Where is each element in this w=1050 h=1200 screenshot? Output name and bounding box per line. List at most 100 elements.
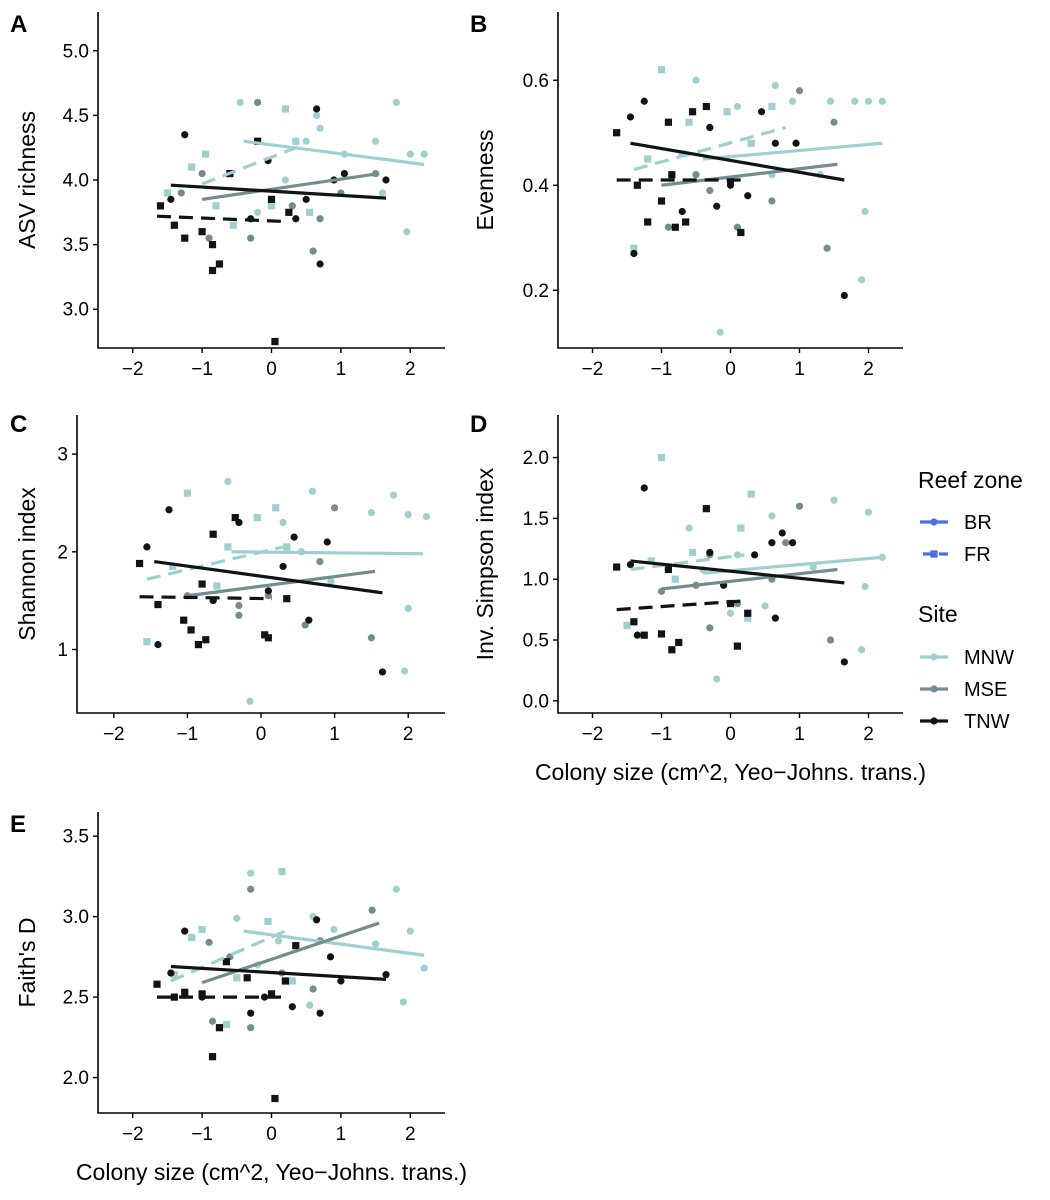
- data-point-mse-br: [367, 634, 375, 642]
- y-tick-label: 3.5: [63, 827, 89, 848]
- x-tick-label: 2: [405, 1124, 416, 1145]
- data-point-mnw-br: [861, 207, 869, 216]
- panel-letter: E: [10, 811, 26, 838]
- x-tick-label: 0: [266, 1124, 277, 1145]
- data-point-tnw-fr: [675, 638, 683, 647]
- data-point-tnw-br: [713, 202, 721, 210]
- fit-line-tnw-br: [154, 559, 383, 595]
- data-point-mse-br: [208, 1017, 217, 1025]
- data-point-mnw-br: [404, 604, 412, 613]
- data-point-mnw-br: [809, 563, 817, 571]
- x-tick-label: 0: [256, 724, 267, 745]
- data-point-mnw-fr: [143, 638, 151, 646]
- data-point-tnw-br: [771, 614, 779, 622]
- data-point-mnw-br: [313, 111, 321, 119]
- x-tick-label: 0: [266, 359, 277, 380]
- data-point-mse-br: [288, 202, 296, 210]
- fit-line-mnw-fr: [633, 125, 787, 172]
- data-point-mnw-br: [423, 513, 431, 521]
- data-point-mnw-br: [420, 964, 428, 972]
- data-point-mnw-fr: [188, 933, 196, 942]
- data-point-mnw-br: [224, 477, 232, 486]
- data-point-tnw-fr: [153, 980, 161, 988]
- data-point-tnw-br: [789, 539, 797, 547]
- data-point-mse-br: [205, 938, 213, 946]
- panel-letter: C: [10, 411, 27, 438]
- data-point-mnw-fr: [222, 1020, 230, 1029]
- panel-e: E 2.0 2.5 3.0 3.5 −2 −1 0 1 2 Faith's D Colony size…: [10, 811, 467, 1185]
- data-point-tnw-fr: [198, 990, 206, 998]
- data-point-mnw-fr: [183, 489, 191, 497]
- data-point-mnw-fr: [163, 189, 171, 197]
- data-point-mnw-fr: [213, 582, 221, 590]
- data-point-tnw-br: [143, 543, 151, 551]
- y-tick-label: 2.0: [63, 1068, 89, 1089]
- data-point-mnw-fr: [657, 66, 666, 74]
- data-point-mse-br: [795, 502, 804, 510]
- data-point-tnw-fr: [267, 195, 276, 203]
- data-point-tnw-fr: [702, 505, 710, 513]
- data-point-tnw-fr: [209, 530, 217, 538]
- data-point-tnw-fr: [261, 631, 269, 639]
- data-point-tnw-br: [316, 1009, 324, 1017]
- data-point-mnw-br: [858, 646, 866, 654]
- data-point-tnw-fr: [657, 197, 666, 205]
- data-point-mnw-fr: [688, 548, 697, 557]
- data-point-tnw-br: [678, 207, 686, 216]
- x-tick-label: −1: [191, 1124, 213, 1145]
- data-point-tnw-fr: [264, 634, 272, 642]
- x-tick-label: −1: [177, 724, 199, 745]
- data-point-tnw-br: [768, 539, 776, 547]
- data-point-mnw-br: [713, 675, 721, 683]
- data-point-tnw-br: [626, 561, 635, 569]
- fit-line-tnw-fr: [156, 214, 282, 223]
- data-point-mnw-br: [279, 518, 287, 527]
- data-point-mnw-fr: [253, 513, 261, 522]
- y-tick-label: 0.6: [523, 71, 549, 92]
- data-point-mnw-br: [733, 551, 742, 559]
- data-point-tnw-fr: [267, 990, 276, 998]
- data-point-mnw-br: [830, 496, 838, 504]
- data-point-mnw-fr: [623, 621, 631, 630]
- x-axis-title: Colony size (cm^2, Yeo−Johns. trans.): [76, 1159, 467, 1185]
- data-point-tnw-fr: [208, 266, 217, 275]
- y-tick-label: 2.5: [63, 988, 89, 1009]
- data-point-tnw-br: [154, 641, 162, 649]
- data-point-tnw-fr: [668, 646, 676, 654]
- data-point-tnw-br: [337, 977, 345, 985]
- data-point-mnw-br: [716, 328, 724, 336]
- data-point-mnw-fr: [281, 105, 289, 113]
- fit-line-mse-br: [661, 162, 838, 187]
- data-point-tnw-fr: [271, 337, 279, 346]
- data-point-mnw-br: [378, 189, 387, 197]
- x-axis-title: Colony size (cm^2, Yeo−Johns. trans.): [535, 759, 926, 785]
- data-point-tnw-br: [313, 105, 321, 113]
- data-point-tnw-br: [751, 551, 759, 559]
- data-point-mnw-fr: [737, 524, 745, 532]
- data-point-tnw-fr: [664, 565, 672, 574]
- data-point-mse-br: [692, 171, 700, 179]
- data-point-mnw-fr: [630, 244, 638, 252]
- data-point-mnw-br: [389, 491, 398, 499]
- data-point-tnw-fr: [613, 563, 621, 571]
- data-point-tnw-fr: [613, 129, 621, 137]
- fit-line-tnw-fr: [616, 599, 741, 612]
- data-point-mnw-br: [327, 577, 335, 585]
- data-point-mnw-br: [274, 937, 283, 945]
- panel-letter: D: [470, 411, 487, 438]
- data-point-tnw-br: [382, 970, 390, 979]
- data-point-mnw-br: [367, 509, 375, 517]
- data-point-tnw-br: [771, 139, 779, 147]
- data-point-tnw-fr: [644, 218, 652, 226]
- data-point-tnw-br: [260, 993, 269, 1001]
- data-point-mnw-br: [403, 228, 411, 236]
- data-point-mnw-br: [851, 97, 859, 105]
- data-point-mnw-br: [861, 582, 869, 591]
- y-tick-label: 2: [57, 542, 68, 563]
- x-tick-label: −2: [582, 359, 604, 380]
- data-point-tnw-br: [302, 195, 310, 203]
- legend-title-reef-zone: Reef zone: [918, 467, 1023, 493]
- data-point-mnw-fr: [201, 150, 210, 158]
- data-point-tnw-br: [630, 249, 638, 258]
- data-point-tnw-fr: [688, 108, 697, 116]
